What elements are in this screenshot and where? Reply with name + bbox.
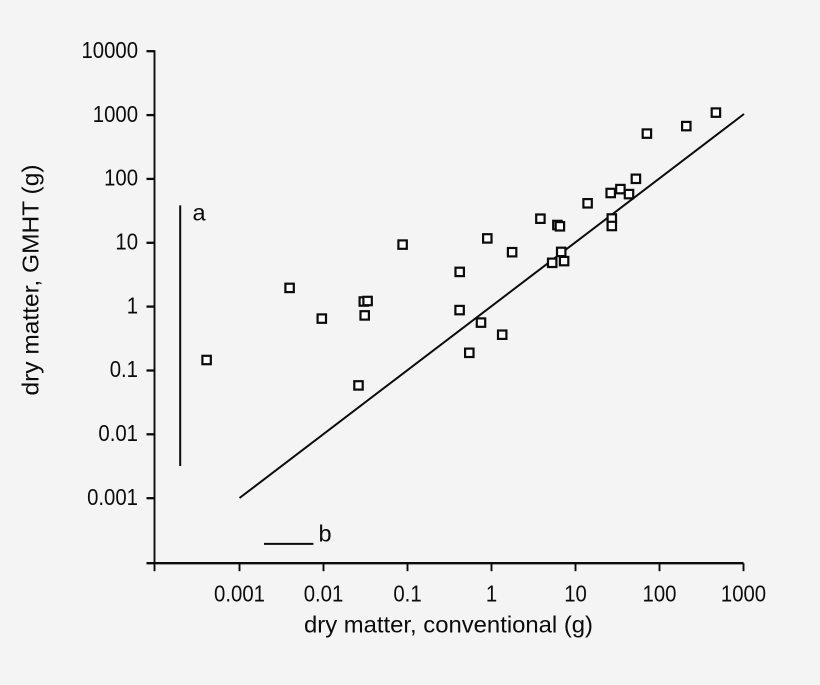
svg-text:0.1: 0.1 [110, 356, 138, 382]
svg-text:0.001: 0.001 [214, 581, 265, 607]
svg-text:0.001: 0.001 [87, 484, 138, 510]
svg-text:100: 100 [643, 581, 677, 607]
svg-text:1: 1 [486, 581, 497, 607]
svg-text:0.01: 0.01 [304, 581, 344, 607]
svg-text:1000: 1000 [93, 101, 138, 127]
svg-text:100: 100 [104, 165, 138, 191]
svg-text:0.1: 0.1 [393, 581, 421, 607]
svg-text:10: 10 [115, 229, 138, 255]
svg-text:b: b [319, 521, 332, 547]
svg-text:10: 10 [564, 581, 587, 607]
svg-text:1000: 1000 [721, 581, 766, 607]
svg-text:dry matter, conventional (g): dry matter, conventional (g) [304, 612, 593, 638]
svg-text:10000: 10000 [82, 37, 139, 63]
svg-text:dry matter, GMHT (g): dry matter, GMHT (g) [18, 165, 44, 396]
svg-text:0.01: 0.01 [98, 420, 138, 446]
svg-text:a: a [193, 200, 207, 226]
svg-text:1: 1 [127, 292, 138, 318]
